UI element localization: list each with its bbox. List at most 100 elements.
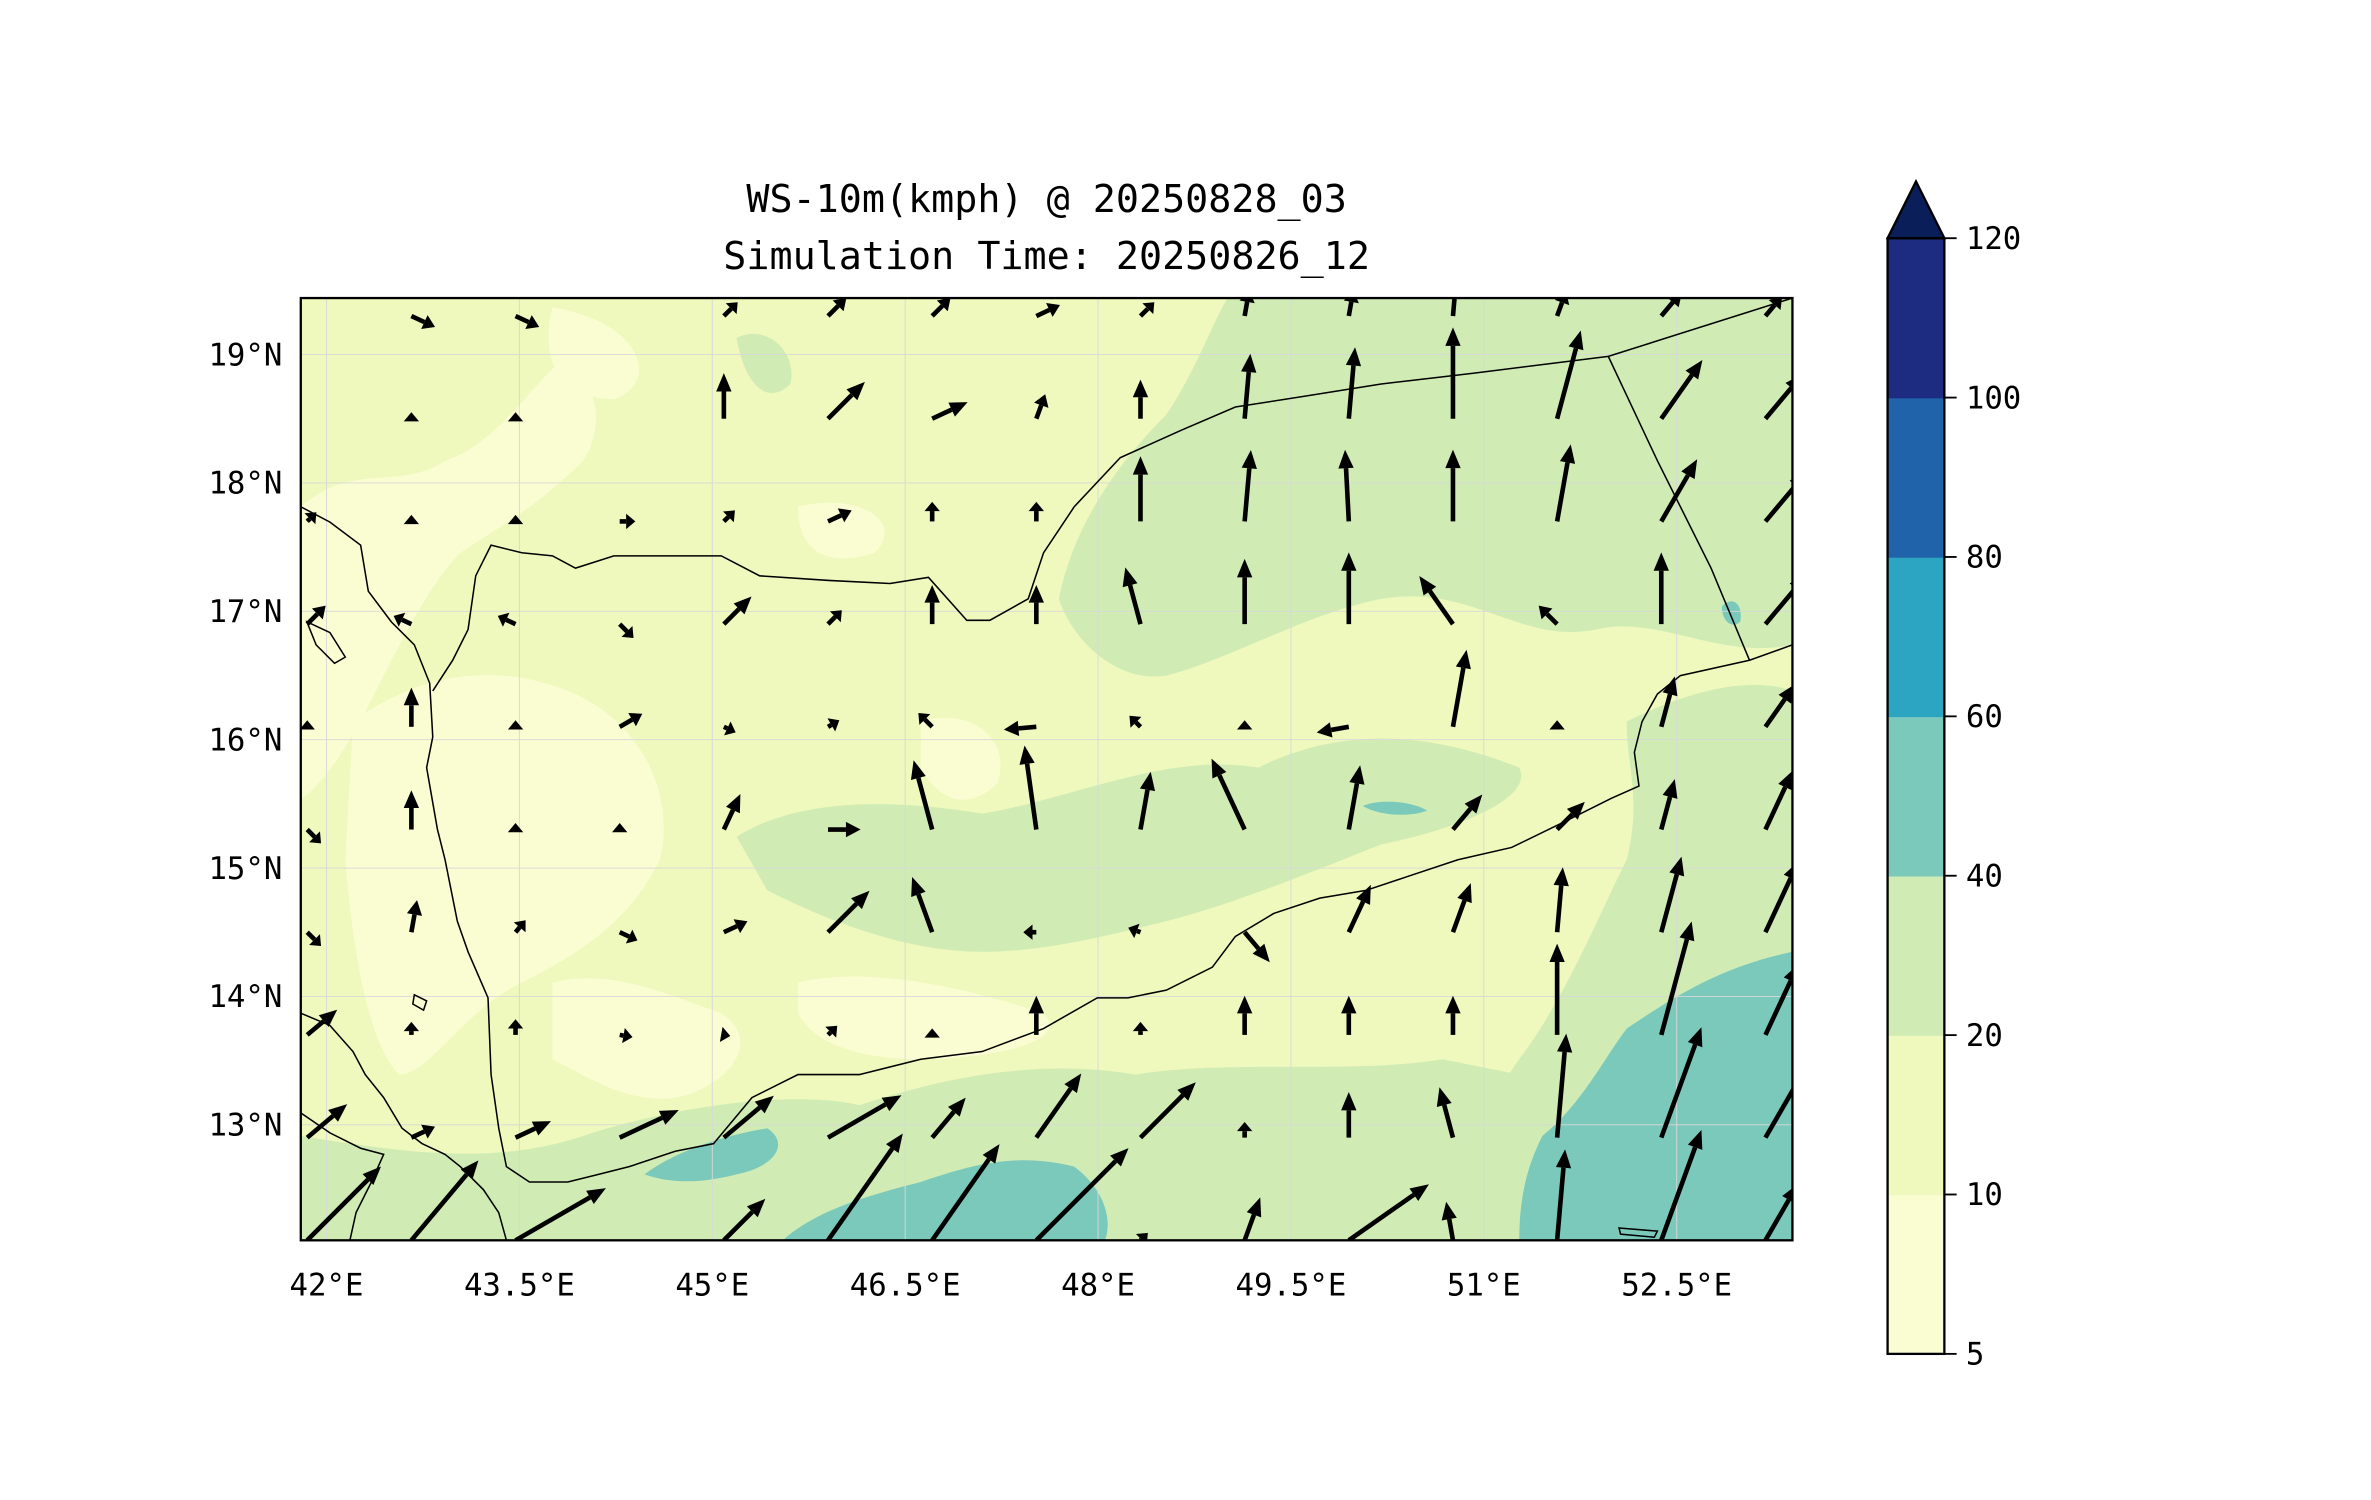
wind-arrow	[1236, 720, 1253, 730]
wind-arrow-head	[1236, 720, 1253, 730]
wind-arrow-shaft	[1138, 1093, 1185, 1140]
wind-arrow-shaft	[618, 930, 631, 939]
wind-arrow-head	[1538, 605, 1553, 620]
wind-arrow-head	[1559, 444, 1576, 464]
wind-arrow-head	[1132, 456, 1149, 475]
wind-arrow	[1236, 995, 1253, 1035]
wind-arrow	[1241, 353, 1257, 419]
wind-arrow	[1659, 459, 1698, 523]
wind-arrow	[1419, 576, 1455, 626]
wind-arrow	[1554, 1033, 1573, 1138]
wind-arrow	[716, 373, 732, 419]
chart-title: WS-10m(kmph) @ 20250828_03	[746, 177, 1346, 222]
wind-arrow	[719, 1026, 731, 1043]
wind-arrow-head	[497, 612, 510, 627]
wind-arrow-shaft	[931, 407, 953, 421]
wind-arrow	[722, 302, 738, 318]
wind-arrow-shaft	[401, 617, 413, 627]
wind-arrow	[721, 794, 741, 831]
wind-arrow	[507, 514, 524, 525]
wind-arrow-head	[507, 514, 524, 525]
wind-arrow-shaft	[1659, 474, 1690, 523]
wind-arrow-head	[936, 298, 951, 312]
wind-arrow-head	[1349, 765, 1365, 785]
wind-arrow	[1763, 969, 1793, 1036]
wind-arrow-shaft	[827, 513, 842, 524]
wind-arrow-head	[918, 712, 931, 725]
x-tick-label: 52.5°E	[1621, 1269, 1732, 1304]
wind-arrow-shaft	[1242, 930, 1261, 951]
wind-arrow	[1445, 327, 1461, 419]
wind-arrow-head	[827, 718, 840, 732]
colorbar-segment	[1887, 556, 1945, 718]
wind-arrow-shaft	[1659, 1043, 1698, 1139]
wind-arrow-head	[1783, 866, 1793, 879]
wind-arrow-shaft	[1034, 1087, 1073, 1139]
wind-arrow-head	[924, 1028, 940, 1038]
wind-arrow-shaft	[930, 1157, 991, 1241]
wind-arrow	[1659, 359, 1703, 421]
wind-arrow-shaft	[1346, 301, 1354, 317]
wind-arrow-shaft	[1127, 584, 1143, 625]
island	[411, 993, 428, 1012]
wind-arrow	[1538, 605, 1559, 626]
wind-arrow-shaft	[930, 1110, 956, 1140]
wind-arrow	[1345, 347, 1362, 419]
wind-arrow-head	[513, 920, 526, 933]
wind-arrow-head	[403, 687, 420, 706]
colorbar-segment	[1887, 1035, 1945, 1196]
wind-arrow	[910, 760, 935, 831]
wind-arrow-head	[948, 402, 968, 417]
wind-arrow-head	[403, 1021, 420, 1032]
wind-arrow-head	[1681, 459, 1698, 480]
wind-arrow-head	[1132, 1021, 1149, 1032]
colorbar-segment	[1887, 238, 1945, 399]
wind-arrow	[930, 1144, 1000, 1241]
wind-arrow-shaft	[1659, 796, 1673, 831]
wind-arrow	[619, 1028, 633, 1044]
wind-arrow	[911, 877, 935, 934]
wind-arrow-shaft	[305, 930, 317, 942]
wind-arrow	[825, 1025, 838, 1038]
wind-arrow-shaft	[618, 1115, 664, 1140]
wind-arrow-head	[1445, 449, 1461, 469]
wind-arrow	[406, 900, 423, 933]
wind-arrow-head	[1139, 771, 1156, 792]
wind-arrow	[410, 1124, 436, 1140]
colorbar-tick-label: 5	[1966, 1338, 1984, 1373]
wind-arrow	[1549, 720, 1565, 730]
wind-arrow-shaft	[513, 925, 522, 934]
wind-arrow-head	[911, 877, 926, 897]
wind-arrow-head	[658, 1110, 679, 1125]
wind-arrow-shaft	[1347, 1192, 1416, 1241]
wind-arrow	[1138, 1082, 1196, 1140]
wind-arrow-head	[1241, 353, 1257, 373]
wind-arrow-shaft	[722, 307, 733, 318]
x-tick-label: 42°E	[290, 1269, 364, 1304]
wind-arrow-shaft	[1763, 697, 1787, 729]
wind-arrow	[924, 501, 940, 522]
wind-arrow-head	[1783, 969, 1793, 982]
wind-arrow-head	[1028, 995, 1045, 1014]
wind-arrow	[1129, 715, 1143, 729]
wind-arrow-shaft	[1450, 667, 1466, 728]
wind-arrow-head	[746, 1198, 766, 1218]
colorbar-segment	[1887, 716, 1945, 877]
wind-arrow-head	[832, 298, 847, 312]
wind-arrow	[1450, 883, 1472, 934]
wind-arrow	[1236, 558, 1253, 625]
wind-arrow-head	[829, 610, 842, 623]
wind-arrow-head	[507, 412, 524, 422]
wind-arrow-head	[309, 934, 322, 947]
x-tick-label: 43.5°E	[464, 1269, 575, 1304]
colorbar-tick-label: 40	[1966, 859, 2003, 894]
wind-arrow-head	[924, 584, 940, 603]
wind-arrow	[1034, 1073, 1082, 1139]
wind-arrow	[1122, 567, 1143, 625]
wind-arrow-head	[1453, 298, 1463, 299]
wind-arrow-head	[1241, 449, 1257, 469]
wind-arrow	[1241, 449, 1257, 522]
wind-arrow	[513, 920, 526, 934]
wind-arrow-shaft	[410, 1129, 426, 1140]
wind-arrow-head	[1110, 1148, 1129, 1167]
